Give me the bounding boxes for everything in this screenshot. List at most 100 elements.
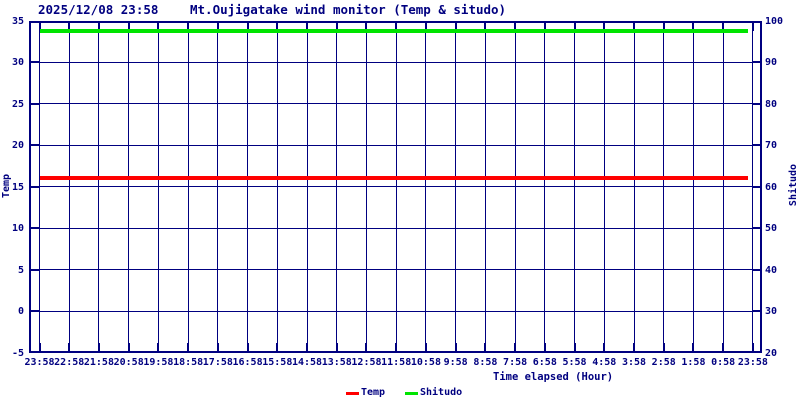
x-tick-top	[484, 23, 487, 31]
legend-label-temp: Temp	[361, 387, 386, 398]
h-gridline	[31, 310, 760, 312]
x-tick-label: 12:58	[351, 357, 382, 368]
title-datetime: 2025/12/08 23:58	[38, 2, 159, 17]
x-tick-top	[306, 23, 309, 31]
h-gridline	[31, 269, 760, 271]
x-tick-bottom	[603, 343, 606, 351]
x-tick-top	[68, 23, 71, 31]
x-tick-bottom	[395, 343, 398, 351]
y-tick-right	[752, 310, 760, 313]
y-tick-left	[31, 185, 39, 188]
x-tick-label: 5:58	[562, 357, 587, 368]
x-tick-bottom	[454, 343, 457, 351]
y-tick-right	[752, 144, 760, 147]
y-tick-right	[752, 268, 760, 271]
x-tick-bottom	[306, 343, 309, 351]
y-left-tick-label: -5	[11, 347, 24, 359]
y-right-tick-label: 90	[765, 57, 778, 69]
x-tick-bottom	[573, 343, 576, 351]
x-tick-label: 9:58	[443, 357, 468, 368]
x-tick-label: 8:58	[473, 357, 498, 368]
x-tick-bottom	[365, 343, 368, 351]
chart-title: Mt.Oujigatake wind monitor (Temp & situd…	[190, 2, 507, 17]
y-left-tick-label: 25	[11, 98, 24, 110]
x-tick-top	[216, 23, 219, 31]
x-tick-label: 1:58	[681, 357, 706, 368]
x-tick-bottom	[335, 343, 338, 351]
x-tick-bottom	[187, 343, 190, 351]
x-tick-bottom	[157, 343, 160, 351]
y-left-tick-label: 0	[17, 306, 24, 318]
x-tick-top	[276, 23, 279, 31]
y-left-tick-label: 35	[11, 16, 24, 27]
series-line-temp	[40, 175, 748, 180]
x-tick-bottom	[246, 343, 249, 351]
y-tick-left	[31, 102, 39, 105]
x-tick-label: 21:58	[83, 357, 114, 368]
h-gridline	[31, 186, 760, 188]
x-tick-top	[38, 23, 41, 31]
x-tick-bottom	[68, 343, 71, 351]
x-tick-label: 20:58	[113, 357, 144, 368]
h-gridline	[31, 144, 760, 146]
x-tick-label: 0:58	[711, 357, 736, 368]
y-left-tick-label: 20	[11, 140, 24, 152]
x-tick-label: 15:58	[262, 357, 293, 368]
y-right-tick-label: 20	[765, 347, 778, 359]
x-tick-bottom	[424, 343, 427, 351]
x-tick-bottom	[722, 343, 725, 351]
y-tick-left	[31, 61, 39, 64]
legend-swatch-temp	[346, 392, 359, 395]
series-line-shitudo	[40, 29, 748, 34]
x-tick-top	[395, 23, 398, 31]
y-right-tick-label: 40	[765, 264, 778, 276]
x-tick-top	[543, 23, 546, 31]
x-tick-label: 23:58	[737, 357, 768, 368]
x-tick-label: 7:58	[503, 357, 528, 368]
y-axis-title-right: Shitudo	[788, 163, 799, 207]
x-tick-top	[603, 23, 606, 31]
x-tick-top	[246, 23, 249, 31]
x-tick-bottom	[633, 343, 635, 351]
x-tick-label: 17:58	[202, 357, 233, 368]
y-right-tick-label: 80	[765, 98, 778, 110]
y-axis-title-left: Temp	[1, 173, 12, 199]
y-tick-left	[31, 268, 39, 271]
y-left-tick-label: 10	[11, 223, 24, 235]
y-tick-right	[752, 61, 760, 64]
y-left-tick-label: 5	[17, 264, 24, 276]
x-tick-top	[335, 23, 338, 31]
x-tick-bottom	[38, 343, 41, 351]
x-tick-top	[722, 23, 725, 31]
x-tick-bottom	[543, 343, 546, 351]
x-tick-top	[424, 23, 427, 31]
x-tick-label: 23:58	[24, 357, 55, 368]
h-gridline	[31, 227, 760, 229]
y-right-tick-label: 100	[765, 16, 784, 27]
y-left-tick-label: 30	[11, 57, 24, 69]
x-tick-bottom	[662, 343, 665, 351]
plot-area	[29, 21, 762, 353]
x-tick-top	[454, 23, 457, 31]
x-tick-bottom	[692, 343, 695, 351]
x-tick-bottom	[751, 343, 754, 351]
x-tick-label: 13:58	[321, 357, 352, 368]
x-tick-label: 4:58	[592, 357, 617, 368]
legend-label-shitudo: Shitudo	[420, 387, 463, 398]
x-tick-label: 10:58	[410, 357, 441, 368]
x-tick-label: 18:58	[173, 357, 204, 368]
x-tick-label: 14:58	[291, 357, 323, 368]
y-tick-right	[752, 185, 760, 188]
x-tick-bottom	[484, 343, 487, 351]
y-tick-right	[752, 227, 760, 230]
x-tick-bottom	[216, 343, 219, 351]
x-tick-top	[633, 23, 635, 31]
x-tick-top	[157, 23, 160, 31]
y-right-tick-label: 50	[765, 223, 778, 235]
y-right-tick-label: 60	[765, 181, 778, 193]
x-tick-bottom	[127, 343, 130, 351]
x-tick-top	[127, 23, 130, 31]
x-tick-top	[187, 23, 190, 31]
x-tick-top	[365, 23, 368, 31]
